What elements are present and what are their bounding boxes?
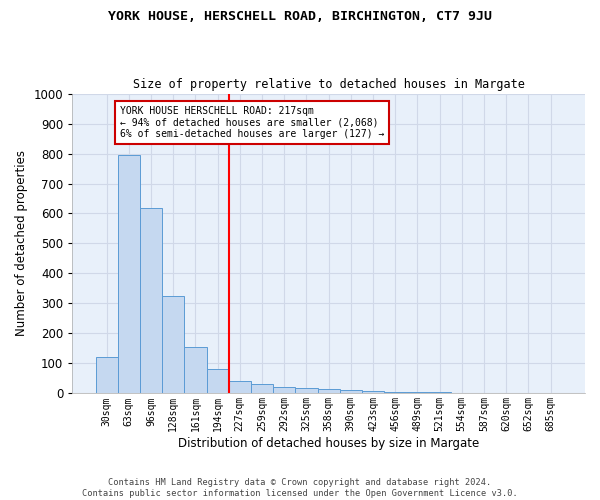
Bar	[340, 390, 362, 394]
Bar	[539, 393, 562, 394]
Bar	[384, 392, 406, 394]
Bar	[428, 392, 451, 394]
Bar	[206, 370, 229, 394]
Bar	[406, 392, 428, 394]
Bar	[162, 296, 184, 394]
Bar	[517, 393, 539, 394]
Bar	[118, 155, 140, 394]
Bar	[95, 358, 118, 394]
Bar	[473, 393, 495, 394]
Bar	[184, 347, 206, 394]
Y-axis label: Number of detached properties: Number of detached properties	[15, 150, 28, 336]
Text: YORK HOUSE HERSCHELL ROAD: 217sqm
← 94% of detached houses are smaller (2,068)
6: YORK HOUSE HERSCHELL ROAD: 217sqm ← 94% …	[120, 106, 385, 138]
Text: Contains HM Land Registry data © Crown copyright and database right 2024.
Contai: Contains HM Land Registry data © Crown c…	[82, 478, 518, 498]
Title: Size of property relative to detached houses in Margate: Size of property relative to detached ho…	[133, 78, 524, 91]
Bar	[362, 391, 384, 394]
Text: YORK HOUSE, HERSCHELL ROAD, BIRCHINGTON, CT7 9JU: YORK HOUSE, HERSCHELL ROAD, BIRCHINGTON,…	[108, 10, 492, 23]
X-axis label: Distribution of detached houses by size in Margate: Distribution of detached houses by size …	[178, 437, 479, 450]
Bar	[140, 208, 162, 394]
Bar	[229, 382, 251, 394]
Bar	[317, 389, 340, 394]
Bar	[273, 388, 295, 394]
Bar	[451, 392, 473, 394]
Bar	[251, 384, 273, 394]
Bar	[295, 388, 317, 394]
Bar	[495, 393, 517, 394]
